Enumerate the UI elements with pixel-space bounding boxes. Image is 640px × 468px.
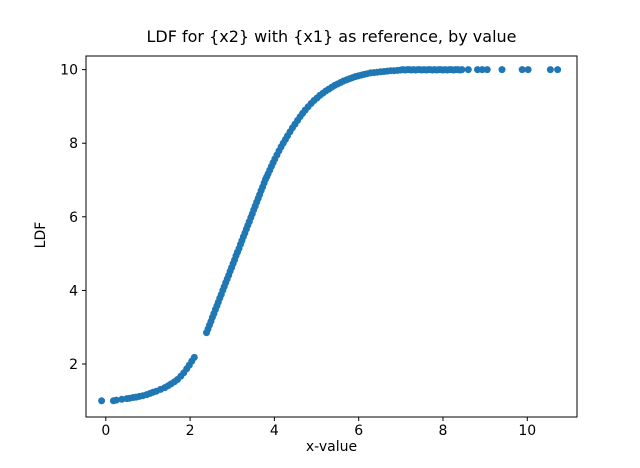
data-point [524,66,532,74]
y-tick-label: 2 [69,357,78,373]
x-tick-label: 10 [518,423,536,439]
x-tick-label: 2 [186,423,195,439]
y-tick-label: 10 [60,63,78,79]
x-axis-label: x-value [305,439,358,455]
data-point [483,66,491,74]
chart-title: LDF for {x2} with {x1} as reference, by … [146,27,517,46]
y-tick-label: 8 [69,136,78,152]
data-point [190,353,198,361]
axes-frame [85,55,578,418]
data-point [118,395,126,403]
y-tick-label: 6 [69,210,78,226]
data-point [546,66,554,74]
x-tick-label: 8 [439,423,448,439]
data-point [518,66,526,74]
x-tick-label: 4 [270,423,279,439]
data-point [478,66,486,74]
data-point [112,396,120,404]
data-point [464,66,472,74]
x-tick-label: 0 [101,423,110,439]
data-point [554,66,562,74]
data-point [498,66,506,74]
y-axis-label: LDF [33,221,49,249]
data-point [98,397,106,405]
y-tick-label: 4 [69,283,78,299]
data-point [458,66,466,74]
x-tick-label: 6 [354,423,363,439]
